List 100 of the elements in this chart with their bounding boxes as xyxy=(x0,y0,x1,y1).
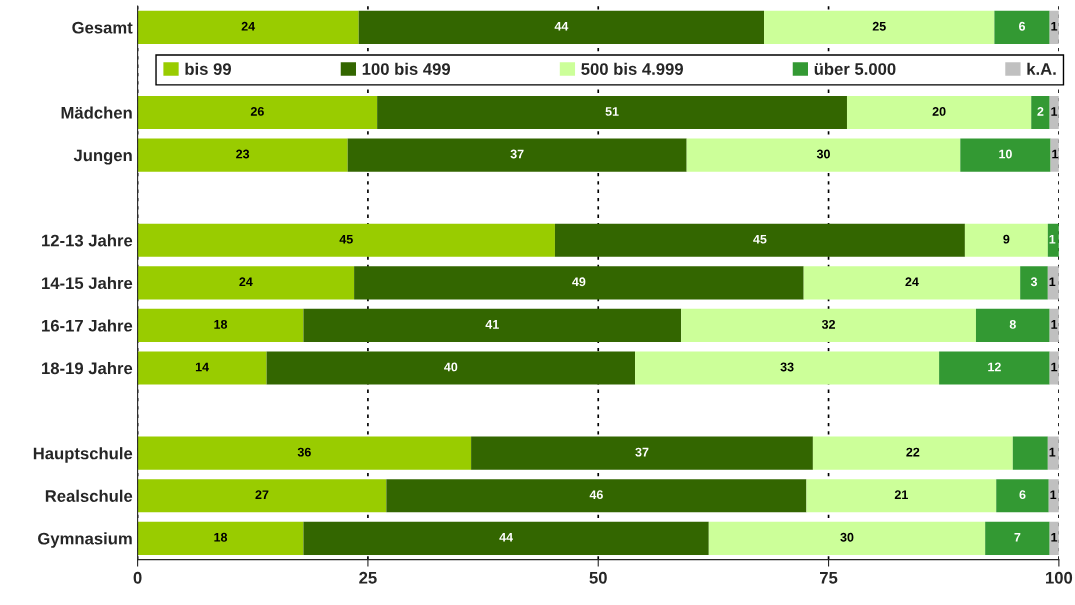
bar xyxy=(812,436,1013,470)
data-label: 45 xyxy=(753,234,767,244)
data-label: 8 xyxy=(1009,319,1016,329)
data-label: 49 xyxy=(572,277,586,287)
y-tick-label: 12-13 Jahre xyxy=(42,234,133,247)
data-label: 25 xyxy=(872,21,886,31)
bar xyxy=(347,138,687,172)
legend-label: 100 bis 499 xyxy=(362,62,451,75)
y-tick-label: Gesamt xyxy=(72,21,133,34)
data-label: 51 xyxy=(605,107,619,116)
y-tick-label: Jungen xyxy=(73,149,132,165)
bar xyxy=(994,10,1050,44)
data-label: 1 xyxy=(1051,532,1058,542)
x-tick-label: 0 xyxy=(133,571,142,584)
legend-label: bis 99 xyxy=(185,62,231,75)
data-label: 6 xyxy=(1019,21,1026,31)
bar xyxy=(975,308,1050,343)
bar xyxy=(939,351,1050,385)
data-label: 10 xyxy=(999,149,1012,159)
data-label: 1 xyxy=(1051,320,1058,329)
bar xyxy=(303,521,709,555)
data-label: 14 xyxy=(195,362,209,372)
y-tick-label: 14-15 Jahre xyxy=(42,276,133,290)
bar xyxy=(1020,266,1048,300)
bar xyxy=(137,479,387,513)
bar xyxy=(377,95,847,130)
data-label: 18 xyxy=(214,319,228,329)
bar xyxy=(686,138,961,172)
legend-label: k.A. xyxy=(1027,62,1056,75)
data-label: 44 xyxy=(499,532,513,542)
bar xyxy=(846,95,1032,130)
x-tick-label: 100 xyxy=(1046,571,1073,584)
data-label: 24 xyxy=(239,277,253,287)
bar xyxy=(803,266,1021,300)
data-label: 20 xyxy=(932,107,946,116)
bar xyxy=(137,436,472,470)
y-tick-label: 16-17 Jahre xyxy=(42,319,133,332)
bar xyxy=(764,10,995,44)
bar xyxy=(960,138,1051,172)
bar xyxy=(386,479,807,513)
data-label: 30 xyxy=(816,149,830,159)
y-tick-label: Realschule xyxy=(45,489,133,502)
bar xyxy=(985,521,1050,555)
data-label: 32 xyxy=(821,319,836,329)
x-tick-label: 50 xyxy=(589,571,607,584)
data-label: 46 xyxy=(589,490,603,500)
data-label: 12 xyxy=(988,362,1001,372)
bar xyxy=(1031,95,1050,130)
data-label: 1 xyxy=(1050,490,1057,499)
data-label: 21 xyxy=(894,490,908,499)
data-label: 9 xyxy=(1003,234,1010,244)
bar xyxy=(303,308,682,343)
data-label: 24 xyxy=(241,21,256,31)
y-tick-label: 18-19 Jahre xyxy=(42,361,133,375)
data-label: 6 xyxy=(1019,490,1026,500)
data-label: 36 xyxy=(297,447,311,457)
bar xyxy=(137,10,359,44)
data-label: 1 xyxy=(1051,362,1058,372)
data-label: 37 xyxy=(635,447,649,457)
bar xyxy=(266,351,636,385)
bar xyxy=(137,266,355,300)
bar xyxy=(471,436,813,470)
legend-label: über 5.000 xyxy=(814,62,896,75)
bar xyxy=(635,351,940,385)
data-label: 7 xyxy=(1014,532,1021,542)
bar xyxy=(354,266,804,300)
bar xyxy=(137,351,267,385)
bar xyxy=(708,521,986,555)
data-label: 1 xyxy=(1051,21,1058,31)
data-label: 1 xyxy=(1051,107,1058,116)
bar xyxy=(137,138,348,172)
data-label: 44 xyxy=(554,21,569,31)
data-label: 2 xyxy=(1037,107,1044,116)
data-label: 33 xyxy=(780,362,794,372)
x-tick-label: 75 xyxy=(820,572,838,584)
bar xyxy=(137,95,378,130)
x-tick-label: 25 xyxy=(359,571,377,584)
data-label: 23 xyxy=(236,149,250,159)
bar xyxy=(806,479,997,513)
y-tick-label: Hauptschule xyxy=(33,447,133,463)
data-label: 40 xyxy=(444,362,458,372)
bar xyxy=(1012,436,1048,470)
bar xyxy=(358,10,765,44)
bar xyxy=(681,308,976,343)
bar xyxy=(964,223,1048,257)
legend-label: 500 bis 4.999 xyxy=(581,62,683,75)
data-label: 26 xyxy=(250,107,264,116)
data-label: 1 xyxy=(1049,447,1056,457)
data-label: 1 xyxy=(1049,234,1056,244)
data-label: 3 xyxy=(1030,277,1038,287)
bar xyxy=(996,479,1049,513)
data-label: 45 xyxy=(339,234,353,244)
data-label: 22 xyxy=(906,447,920,457)
y-tick-label: Gymnasium xyxy=(38,532,132,548)
data-label: 24 xyxy=(905,277,919,287)
data-label: 37 xyxy=(510,149,524,159)
data-label: 41 xyxy=(485,320,499,329)
data-label: 18 xyxy=(214,532,228,542)
bar xyxy=(137,308,304,343)
data-label: 30 xyxy=(840,532,854,542)
